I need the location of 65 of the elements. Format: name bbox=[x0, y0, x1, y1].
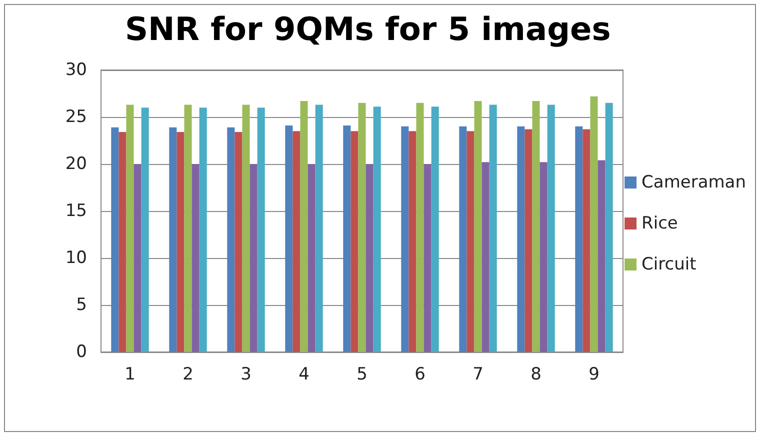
bar bbox=[524, 129, 532, 352]
bar bbox=[590, 96, 598, 352]
bar bbox=[343, 125, 351, 352]
bar bbox=[292, 131, 300, 352]
x-tick-label: 8 bbox=[530, 364, 542, 384]
bar bbox=[466, 131, 474, 352]
bar bbox=[118, 132, 126, 352]
bar bbox=[169, 127, 177, 352]
bar bbox=[358, 102, 366, 352]
x-tick-label: 2 bbox=[182, 364, 194, 384]
bar bbox=[250, 164, 258, 352]
x-tick-label: 1 bbox=[124, 364, 136, 384]
bar bbox=[126, 104, 134, 352]
x-tick-label: 5 bbox=[356, 364, 368, 384]
bar bbox=[134, 164, 142, 352]
x-tick-label: 3 bbox=[240, 364, 252, 384]
legend-label: Cameraman bbox=[642, 172, 746, 192]
bar bbox=[431, 106, 439, 352]
x-tick-label: 9 bbox=[588, 364, 600, 384]
bar bbox=[489, 104, 497, 352]
bar bbox=[192, 164, 200, 352]
y-tick-label: 10 bbox=[65, 248, 87, 268]
x-tick-label: 7 bbox=[472, 364, 484, 384]
legend-label: Circuit bbox=[642, 254, 697, 274]
bar bbox=[315, 104, 323, 352]
y-tick-label: 5 bbox=[76, 295, 87, 315]
bar bbox=[242, 104, 250, 352]
bar bbox=[350, 131, 358, 352]
bar bbox=[532, 101, 540, 352]
bar bbox=[575, 126, 583, 352]
bar bbox=[308, 164, 316, 352]
bar bbox=[424, 164, 432, 352]
y-tick-label: 25 bbox=[65, 107, 87, 127]
bar bbox=[459, 126, 467, 352]
bar bbox=[605, 102, 613, 352]
bar bbox=[547, 104, 555, 352]
y-tick-label: 30 bbox=[65, 60, 87, 80]
bar bbox=[366, 164, 374, 352]
bar bbox=[285, 125, 293, 352]
chart-title: SNR for 9QMs for 5 images bbox=[125, 10, 611, 48]
bar bbox=[227, 127, 235, 352]
bar bbox=[199, 108, 207, 352]
bar bbox=[176, 132, 184, 352]
bar bbox=[257, 108, 265, 352]
y-tick-label: 20 bbox=[65, 154, 87, 174]
bar bbox=[474, 101, 482, 352]
bar bbox=[540, 162, 548, 352]
bar bbox=[111, 127, 119, 352]
bar bbox=[408, 131, 416, 352]
y-tick-label: 0 bbox=[76, 342, 87, 362]
bar bbox=[373, 106, 381, 352]
bar bbox=[141, 108, 149, 352]
bar bbox=[184, 104, 192, 352]
bar bbox=[482, 162, 490, 352]
bar bbox=[234, 132, 242, 352]
bar bbox=[300, 101, 308, 352]
x-tick-label: 6 bbox=[414, 364, 426, 384]
bar bbox=[582, 129, 590, 352]
bar bbox=[598, 160, 606, 352]
x-tick-label: 4 bbox=[298, 364, 310, 384]
bar bbox=[416, 102, 424, 352]
bar bbox=[401, 126, 409, 352]
bar bbox=[517, 126, 525, 352]
y-tick-label: 15 bbox=[65, 201, 87, 221]
legend-label: Rice bbox=[642, 214, 678, 234]
